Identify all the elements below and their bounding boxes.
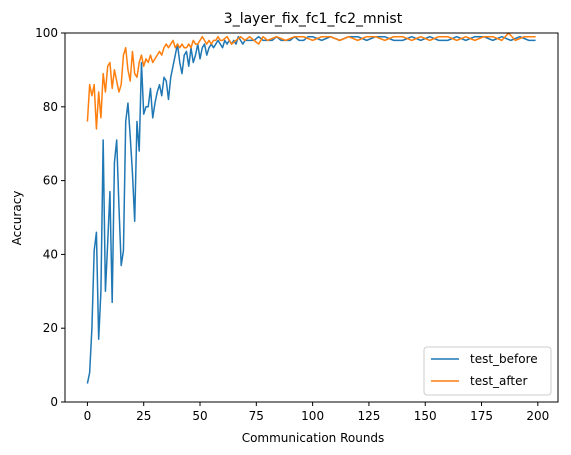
legend: test_before test_after (423, 346, 552, 396)
series-line-1 (86, 32, 536, 130)
x-tick-label: 25 (136, 409, 151, 423)
y-tick-label: 100 (35, 26, 58, 40)
y-axis: 0 20 40 60 80 100 (35, 26, 65, 409)
chart-title: 3_layer_fix_fc1_fc2_mnist (224, 11, 403, 27)
x-tick-label: 0 (84, 409, 92, 423)
x-tick-label: 200 (526, 409, 549, 423)
x-tick-label: 50 (192, 409, 207, 423)
x-tick-label: 150 (414, 409, 437, 423)
x-tick-label: 100 (301, 409, 324, 423)
x-tick-label: 125 (357, 409, 380, 423)
y-tick-label: 80 (43, 100, 58, 114)
x-tick-label: 175 (470, 409, 493, 423)
y-tick-label: 0 (50, 395, 58, 409)
series-line-0 (86, 35, 536, 384)
x-tick-label: 75 (249, 409, 264, 423)
y-tick-label: 40 (43, 247, 58, 261)
plot-lines (86, 32, 536, 384)
x-axis: 0 25 50 75 100 125 150 175 200 (84, 402, 549, 423)
y-tick-label: 60 (43, 174, 58, 188)
y-tick-label: 20 (43, 321, 58, 335)
y-axis-label: Accuracy (10, 191, 24, 246)
plot-frame (64, 32, 559, 403)
legend-label-0: test_before (470, 352, 538, 366)
legend-label-1: test_after (470, 374, 528, 388)
x-axis-label: Communication Rounds (242, 431, 385, 445)
